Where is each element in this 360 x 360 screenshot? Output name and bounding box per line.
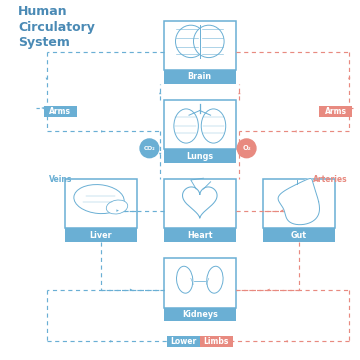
Bar — [263, 179, 335, 229]
Bar — [65, 229, 137, 242]
Bar — [164, 307, 236, 321]
Ellipse shape — [176, 266, 193, 293]
Text: Human
Circulatory
System: Human Circulatory System — [18, 5, 95, 49]
Text: Gut: Gut — [291, 231, 307, 240]
Text: Liver: Liver — [90, 231, 112, 240]
Ellipse shape — [174, 109, 198, 143]
Text: Arms: Arms — [49, 107, 71, 116]
Bar — [164, 179, 236, 229]
Ellipse shape — [106, 200, 128, 214]
Ellipse shape — [74, 185, 124, 213]
Bar — [164, 149, 236, 163]
Text: Lungs: Lungs — [186, 152, 213, 161]
FancyBboxPatch shape — [319, 106, 352, 117]
Bar — [164, 229, 236, 242]
Text: CO₂: CO₂ — [144, 146, 155, 151]
Circle shape — [140, 139, 159, 158]
Ellipse shape — [201, 109, 226, 143]
Bar — [164, 258, 236, 307]
Text: Arteries: Arteries — [313, 175, 347, 184]
Text: Lower: Lower — [170, 337, 197, 346]
Text: O₂: O₂ — [242, 145, 251, 151]
Text: Veins: Veins — [49, 175, 72, 184]
Ellipse shape — [207, 266, 223, 293]
FancyBboxPatch shape — [44, 106, 77, 117]
Ellipse shape — [176, 25, 206, 58]
Text: Heart: Heart — [187, 231, 212, 240]
FancyBboxPatch shape — [200, 336, 233, 347]
Polygon shape — [278, 179, 319, 225]
Circle shape — [237, 139, 256, 158]
Text: Brain: Brain — [188, 72, 212, 81]
Bar — [65, 179, 137, 229]
FancyBboxPatch shape — [167, 336, 200, 347]
Ellipse shape — [194, 25, 224, 58]
Bar — [164, 70, 236, 84]
Bar — [263, 229, 335, 242]
Text: Arms: Arms — [325, 107, 347, 116]
Text: Kidneys: Kidneys — [182, 310, 218, 319]
Bar — [164, 100, 236, 149]
Bar — [164, 21, 236, 70]
Text: Limbs: Limbs — [203, 337, 229, 346]
